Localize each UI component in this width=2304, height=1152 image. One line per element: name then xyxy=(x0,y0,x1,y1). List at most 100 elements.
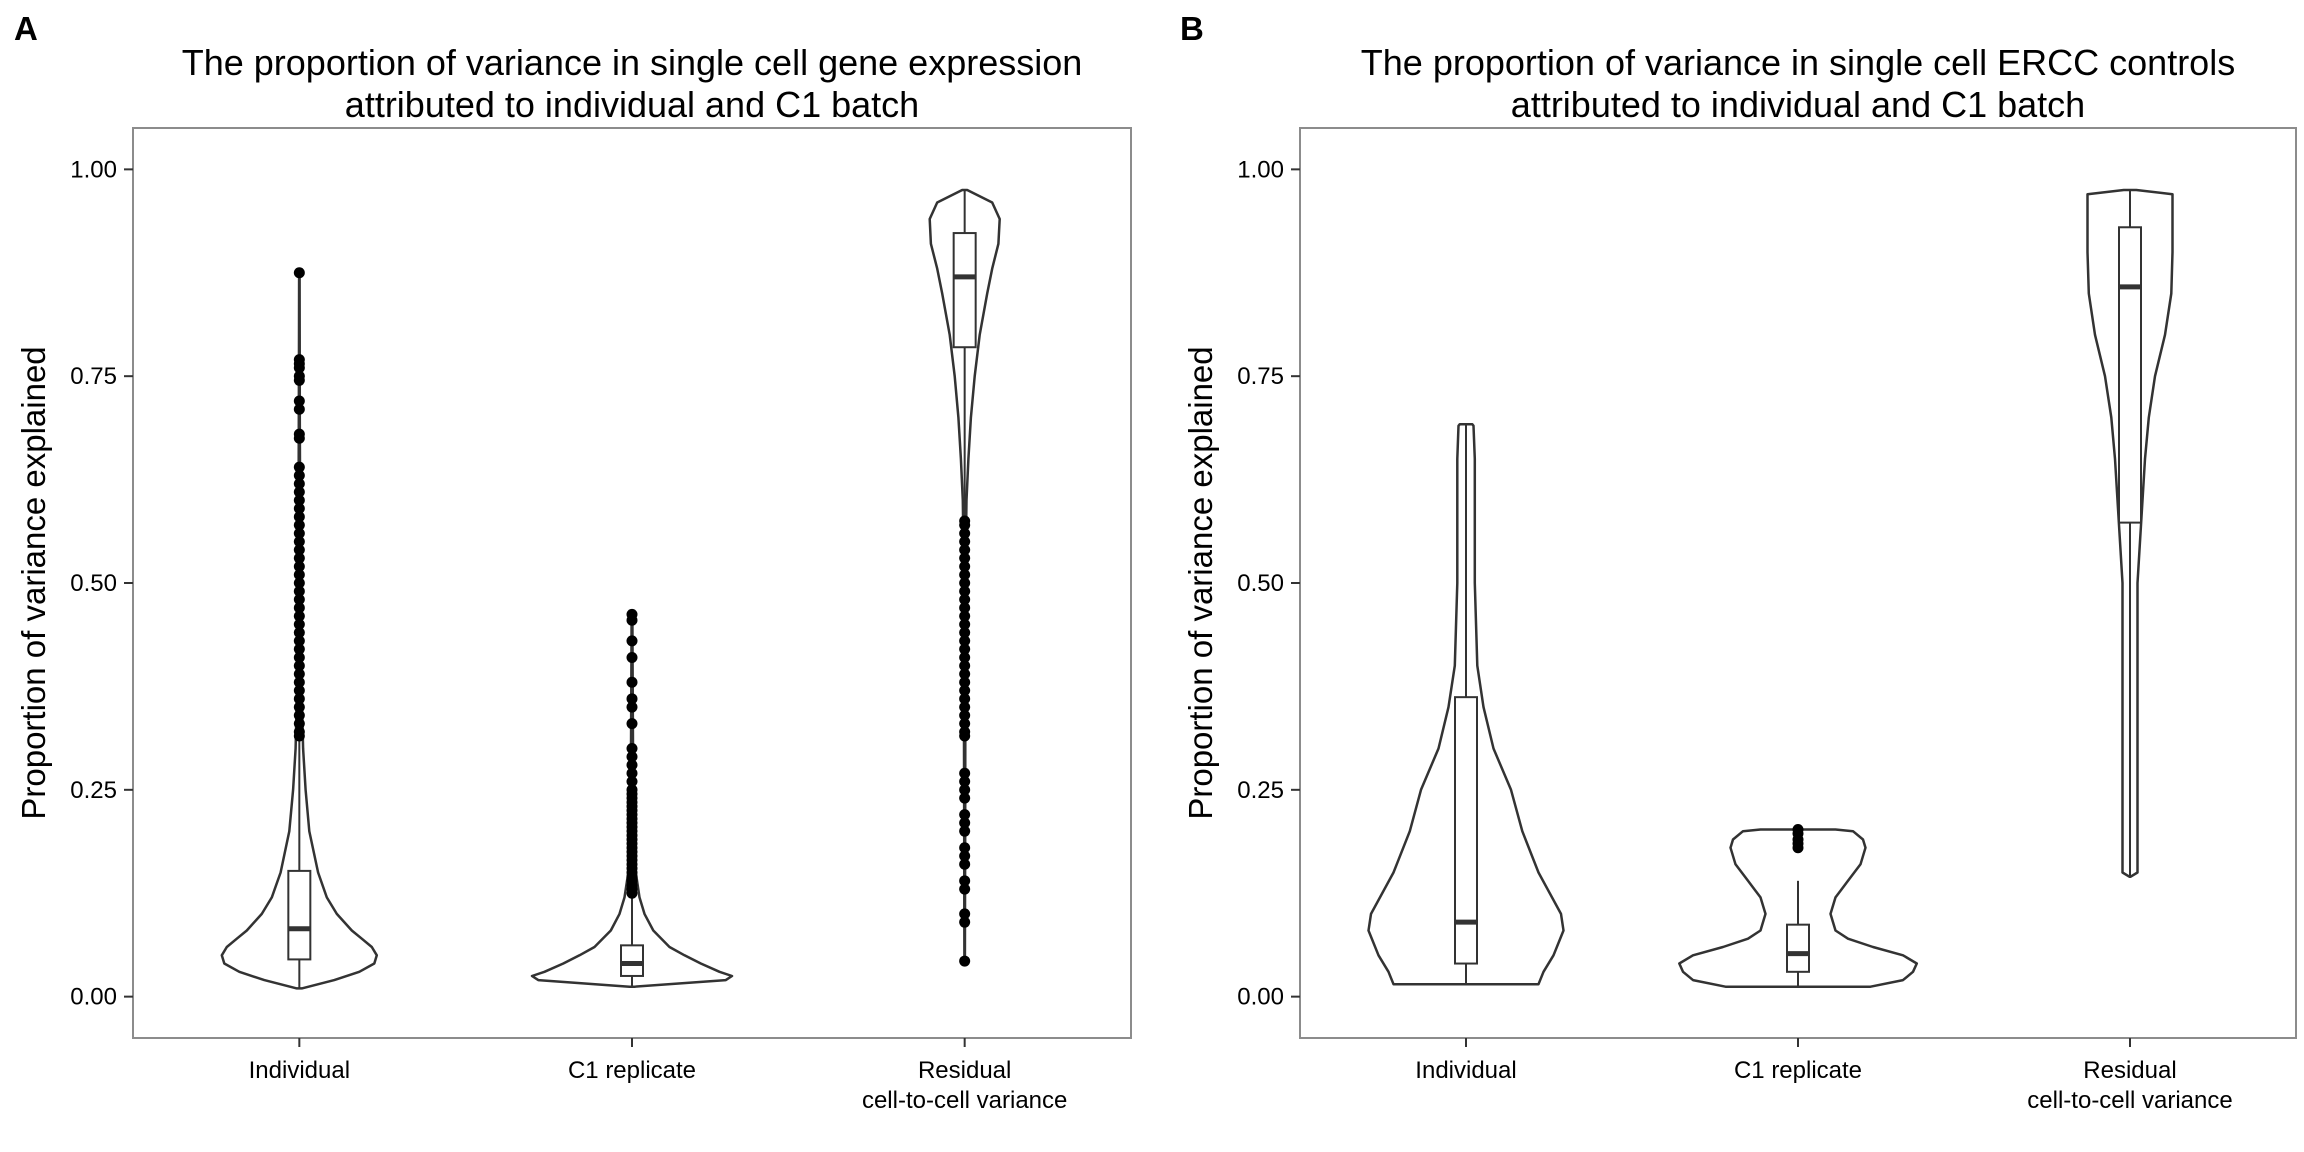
panel-a-cat-1-outlier-point xyxy=(293,469,305,481)
panel-a-cat-3-outlier-point xyxy=(959,730,971,742)
panel-a-cat-1-outlier-point xyxy=(293,730,305,742)
panel-a-cat-1-outlier-point xyxy=(293,643,305,655)
panel-a-cat-3-outlier-point xyxy=(959,709,971,721)
panel-a-cat-3-outlier-point xyxy=(959,776,971,788)
panel-b-title-line-2: attributed to individual and C1 batch xyxy=(1511,84,2085,125)
panel-a-cat-3-outlier-point xyxy=(959,536,971,548)
panel-a-cat-1-outlier-point xyxy=(293,594,305,606)
panel-b-cat-2-box xyxy=(1786,923,1810,973)
panel-b-cat-2-violin xyxy=(1678,828,1919,988)
panel-a-cat-3-box xyxy=(952,232,977,349)
panel-a-cat-3-outlier-point xyxy=(959,817,971,829)
panel-a-cat-3-outlier-point xyxy=(959,858,971,870)
panel-a-cat-1-outlier-point xyxy=(293,585,305,597)
panel-a-cat-1-outlier-point xyxy=(293,519,305,531)
panel-a-cat-1-box xyxy=(287,869,312,961)
panel-a-y-tick-label: 1.00 xyxy=(70,156,117,183)
panel-a-cat-3-outlier-point xyxy=(959,610,971,622)
panel-a-cat-2-outlier-point xyxy=(626,635,638,647)
panel-a-cat-2-outlier-point xyxy=(626,742,638,754)
panel-a-cat-1-outlier-point xyxy=(293,374,305,386)
panel-a-cat-3-outlier-point xyxy=(959,792,971,804)
panel-b-y-tick-label: 1.00 xyxy=(1237,156,1284,183)
panel-a-cat-2-outlier-point xyxy=(626,718,638,730)
panel-a-cat-3-outlier-point xyxy=(959,635,971,647)
panel-a-cat-3-outlier-point xyxy=(959,569,971,581)
panel-b-cat-1-box xyxy=(1454,696,1478,965)
panel-a-cat-1-outlier-point xyxy=(293,651,305,663)
panel-a-cat-1-outlier-point xyxy=(293,668,305,680)
panel-a-cat-2-outlier-point xyxy=(626,693,638,705)
panel-a-cat-1-outlier-point xyxy=(293,503,305,515)
panel-a-cat-2-outlier-point xyxy=(626,767,638,779)
panel-a-cat-3-outlier-point xyxy=(959,651,971,663)
panel-a-cat-1-outlier-point xyxy=(293,627,305,639)
panel-a-cat-1-outlier-point xyxy=(293,676,305,688)
panel-a-cat-1-outlier-point xyxy=(293,486,305,498)
panel-a-cat-3-outlier-point xyxy=(959,809,971,821)
panel-a-cat-3-outlier-point xyxy=(959,685,971,697)
panel-a-cat-1-outlier-point xyxy=(293,494,305,506)
panel-a-cat-1-outlier-point xyxy=(293,610,305,622)
panel-a-title-line-1: The proportion of variance in single cel… xyxy=(182,42,1083,83)
panel-a-cat-1-outlier-point xyxy=(293,660,305,672)
panel-a-cat-1-outlier-point xyxy=(293,560,305,572)
panel-a-cat-3-outlier-point xyxy=(959,701,971,713)
panel-a-cat-3-outlier-point xyxy=(959,916,971,928)
panel-a-cat-3-outlier-point xyxy=(959,660,971,672)
panel-a-cat-2-outlier-point xyxy=(626,887,638,899)
panel-a-cat-3-outlier-point xyxy=(959,676,971,688)
panel-a-cat-3-outlier-point xyxy=(959,850,971,862)
panel-a-cat-1-outlier-point xyxy=(293,362,305,374)
panel-a-cat-3-outlier-point xyxy=(959,767,971,779)
panel-a-cat-1-outlier-point xyxy=(293,461,305,473)
panel-b-cat-3-violin xyxy=(2086,188,2174,878)
panel-a-cat-3-outlier-point xyxy=(959,718,971,730)
panel-a-y-tick-label: 0.75 xyxy=(70,363,117,390)
panel-a-cat-3-outlier-point xyxy=(959,552,971,564)
panel-a-cat-1-outlier-point xyxy=(293,709,305,721)
panel-b-y-tick-label: 0.25 xyxy=(1237,777,1284,804)
panel-a-cat-3-x-label: Residual xyxy=(918,1057,1011,1084)
panel-a-cat-3-outlier-point xyxy=(959,627,971,639)
panel-a-cat-3-outlier-point xyxy=(959,842,971,854)
panel-a-cat-2-outlier-point xyxy=(626,651,638,663)
panel-a-cat-3-outlier-point xyxy=(959,585,971,597)
panel-a-cat-1-outlier-point xyxy=(293,432,305,444)
panel-a-cat-1-outlier-point xyxy=(293,511,305,523)
panel-a-cat-1-outlier-point xyxy=(293,718,305,730)
panel-b-y-tick-label: 0.00 xyxy=(1237,984,1284,1011)
panel-a-cat-3-outlier-point xyxy=(959,560,971,572)
panel-a-cat-3-outlier-point xyxy=(959,519,971,531)
panel-a-cat-3-outlier-point xyxy=(959,527,971,539)
panel-a-cat-1-outlier-point xyxy=(293,685,305,697)
panel-a-cat-1-outlier-point xyxy=(293,577,305,589)
panel-a-cat-1-outlier-point xyxy=(293,527,305,539)
panel-a: A The proportion of variance in single ce… xyxy=(14,10,1132,1114)
panel-a-cat-1-outlier-point xyxy=(293,701,305,713)
panel-a-cat-3-outlier-point xyxy=(959,643,971,655)
panel-a-cat-2-x-label: C1 replicate xyxy=(568,1057,696,1084)
panel-a-cat-1-outlier-point xyxy=(293,544,305,556)
panel-a-cat-3-outlier-point xyxy=(959,544,971,556)
panel-a-cat-1-outlier-point xyxy=(293,635,305,647)
panel-b-cat-3-x-label: Residual xyxy=(2083,1057,2176,1084)
panel-a-cat-1-outlier-point xyxy=(293,569,305,581)
panel-b-y-tick-label: 0.50 xyxy=(1237,570,1284,597)
panel-a-letter: A xyxy=(14,10,38,47)
panel-a-cat-2-outlier-point xyxy=(626,776,638,788)
panel-a-cat-3-outlier-point xyxy=(959,594,971,606)
panel-a-cat-1-outlier-point xyxy=(293,403,305,415)
panel-b: B The proportion of variance in single ce… xyxy=(1180,10,2297,1114)
panel-a-cat-1-outlier-point xyxy=(293,395,305,407)
panel-a-cat-1-outlier-point xyxy=(293,478,305,490)
panel-a-cat-2-outlier-point xyxy=(626,759,638,771)
panel-a-cat-2-outlier-point xyxy=(626,751,638,763)
panel-b-cat-2-x-label: C1 replicate xyxy=(1734,1057,1862,1084)
panel-b-title-line-1: The proportion of variance in single cel… xyxy=(1361,42,2235,83)
panel-a-cat-3-outlier-point xyxy=(959,618,971,630)
panel-a-cat-1-outlier-point xyxy=(293,267,305,279)
panel-b-cat-3-x-label: cell-to-cell variance xyxy=(2027,1087,2232,1114)
panel-a-cat-2-outlier-point xyxy=(626,701,638,713)
